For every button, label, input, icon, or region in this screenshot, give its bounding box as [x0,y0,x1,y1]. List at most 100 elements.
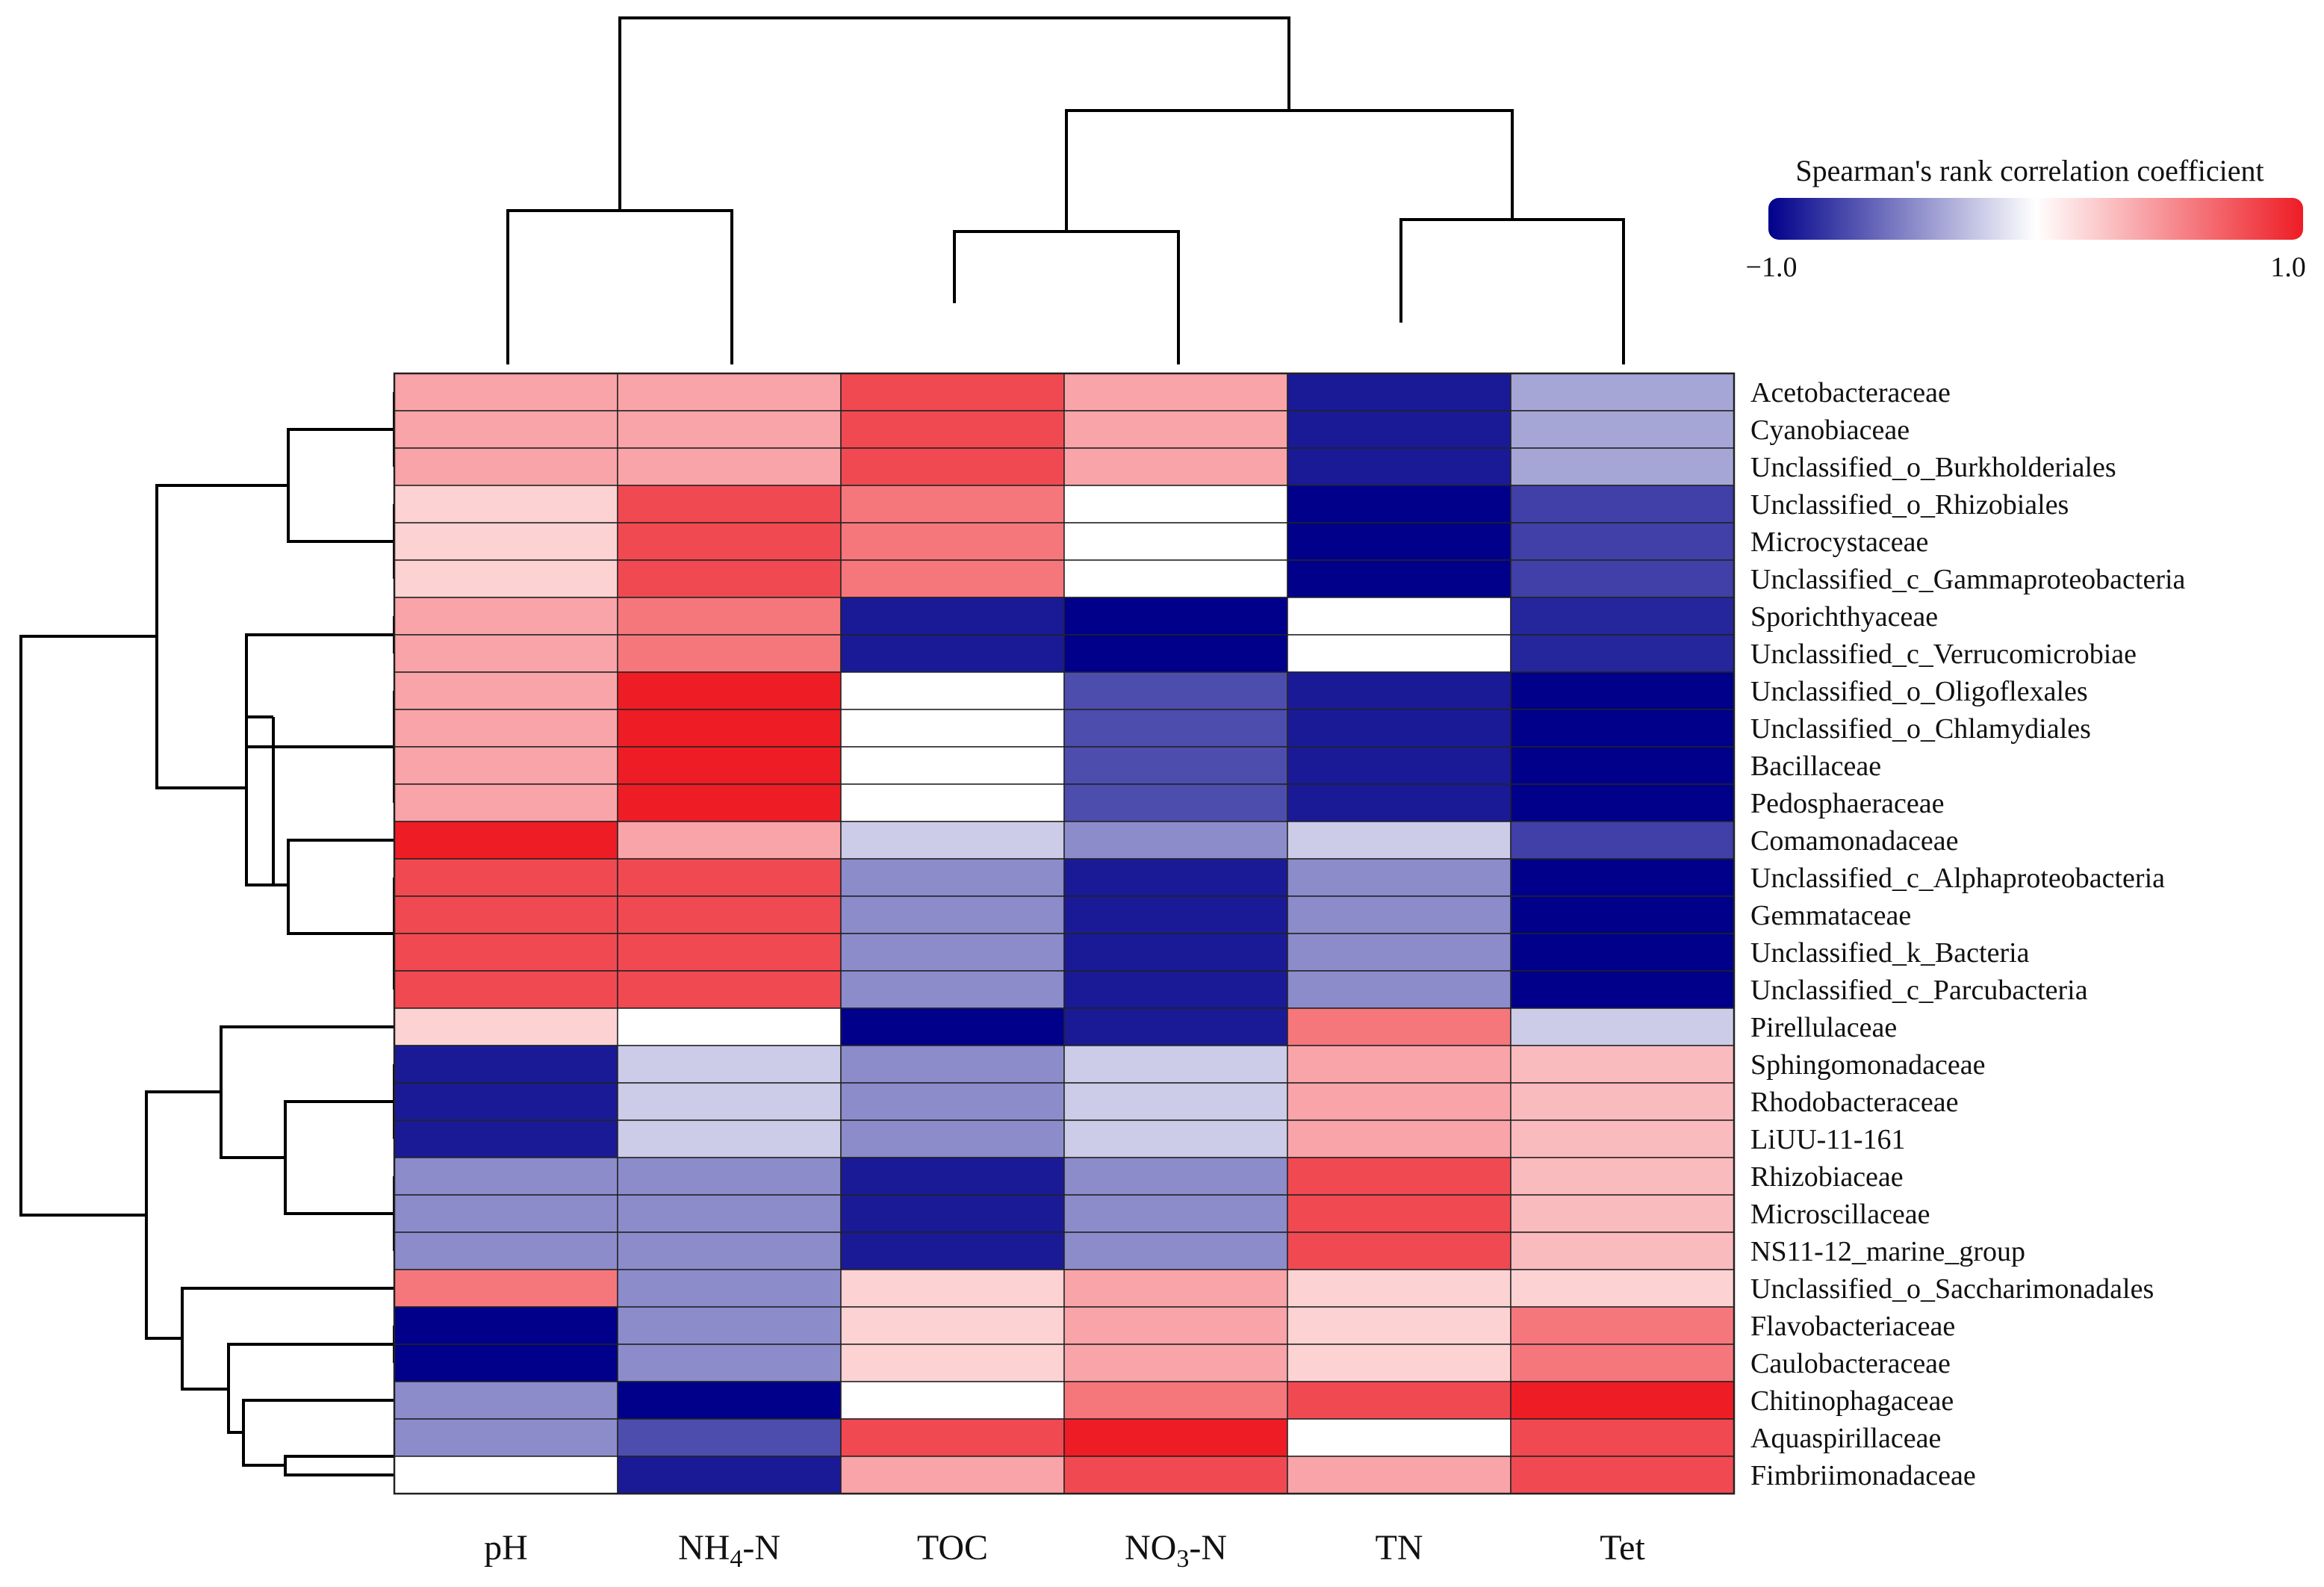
column-dendrogram [506,16,1625,364]
heatmap-cell [1287,1269,1511,1308]
heatmap-cell [840,559,1065,598]
heatmap-cell [1287,1418,1511,1457]
heatmap-cell [840,970,1065,1009]
heatmap-cell [840,1082,1065,1121]
column-label: pH [484,1528,528,1568]
heatmap-cell [394,783,618,822]
heatmap-cell [840,634,1065,673]
col-dendro-link-toc-tn [1065,109,1514,232]
heatmap-cell [1510,858,1735,897]
heatmap-cell [1510,1232,1735,1270]
heatmap-cell [1063,1418,1288,1457]
heatmap-cell [1287,447,1511,486]
row-label: Unclassified_o_Burkholderiales [1750,452,2116,483]
heatmap-cell [394,1157,618,1196]
heatmap-cell [1287,1306,1511,1345]
heatmap-cell [617,485,842,524]
heatmap-cell [394,1082,618,1121]
row-dendro-link-4 [272,717,288,886]
heatmap-cell [840,597,1065,636]
heatmap-cell [1063,373,1288,411]
heatmap-cell [1510,895,1735,934]
heatmap-cell [840,485,1065,524]
heatmap-cell [617,522,842,561]
heatmap-cell [617,1119,842,1158]
heatmap-cell [1063,895,1288,934]
heatmap-cell [394,1418,618,1457]
color-legend: Spearman's rank correlation coefficient … [1746,154,2306,283]
heatmap-cell [617,373,842,411]
heatmap-cell [617,1194,842,1233]
heatmap-cell [840,709,1065,748]
heatmap-cell [1287,858,1511,897]
heatmap-cell [1287,1194,1511,1233]
heatmap-cell [1063,522,1288,561]
heatmap-cell [840,1344,1065,1382]
heatmap-cell [617,709,842,748]
heatmap-cell [840,410,1065,449]
row-label: Unclassified_k_Bacteria [1750,937,2030,969]
heatmap-cell [1063,858,1288,897]
col-dendro-link-ph-nh4 [506,209,733,364]
heatmap-cell [617,1456,842,1494]
heatmap-cell [1063,671,1288,710]
heatmap-cell [1063,485,1288,524]
heatmap-cell [1063,821,1288,860]
heatmap-cell [1287,783,1511,822]
heatmap-cell [617,970,842,1009]
heatmap-cell [617,1418,842,1457]
heatmap-cell [1063,559,1288,598]
heatmap-cell [1063,1381,1288,1420]
row-label: Rhizobiaceae [1750,1161,1904,1193]
heatmap-cell [394,1269,618,1308]
heatmap-cell [394,858,618,897]
column-label: Tet [1600,1528,1645,1568]
row-label: Unclassified_o_Chlamydiales [1750,713,2091,745]
heatmap-cell [1287,1381,1511,1420]
heatmap-cell [1510,1381,1735,1420]
heatmap-cell [1063,970,1288,1009]
heatmap-cell [1287,746,1511,785]
column-labels: pH NH4-N TOC NO3-N TN Tet [484,1528,1645,1573]
row-label: Pirellulaceae [1750,1012,1897,1043]
row-label: Unclassified_c_Gammaproteobacteria [1750,564,2186,595]
row-label: Pedosphaeraceae [1750,788,1945,819]
heatmap-cell [1287,709,1511,748]
heatmap-cell [840,1194,1065,1233]
heatmap-cell [617,559,842,598]
legend-title: Spearman's rank correlation coefficient [1795,154,2264,187]
heatmap-cell [617,1344,842,1382]
heatmap-cell [1287,522,1511,561]
heatmap-cell [840,1119,1065,1158]
heatmap-cell [1510,746,1735,785]
heatmap-cell [1510,783,1735,822]
row-dendro-link-6 [245,691,275,886]
heatmap-cell [840,821,1065,860]
row-dendro-link-2 [245,633,394,748]
heatmap-cell [1510,1007,1735,1046]
heatmap-cell [394,895,618,934]
heatmap-cell [840,671,1065,710]
heatmap-cell [394,933,618,972]
heatmap-cell [1063,783,1288,822]
row-label: Unclassified_o_Oligoflexales [1750,676,2088,707]
heatmap-cell [1287,597,1511,636]
heatmap-cell [1510,1306,1735,1345]
heatmap-cell [394,970,618,1009]
heatmap-cell [840,895,1065,934]
heatmap-cell [394,1344,618,1382]
heatmap-cell [1063,1119,1288,1158]
column-label: TOC [917,1528,988,1568]
row-label: Sporichthyaceae [1750,601,1938,633]
heatmap-cell [1510,1456,1735,1494]
row-label: Aquaspirillaceae [1750,1423,1941,1454]
row-label: Microscillaceae [1750,1199,1930,1230]
heatmap-cell [1063,1045,1288,1084]
heatmap-cell [1287,1344,1511,1382]
heatmap-cell [1287,970,1511,1009]
heatmap-cell [1287,895,1511,934]
heatmap-cell [1510,485,1735,524]
row-label: Rhodobacteraceae [1750,1087,1959,1118]
heatmap-cell [1510,1194,1735,1233]
heatmap-cell [1063,1194,1288,1233]
